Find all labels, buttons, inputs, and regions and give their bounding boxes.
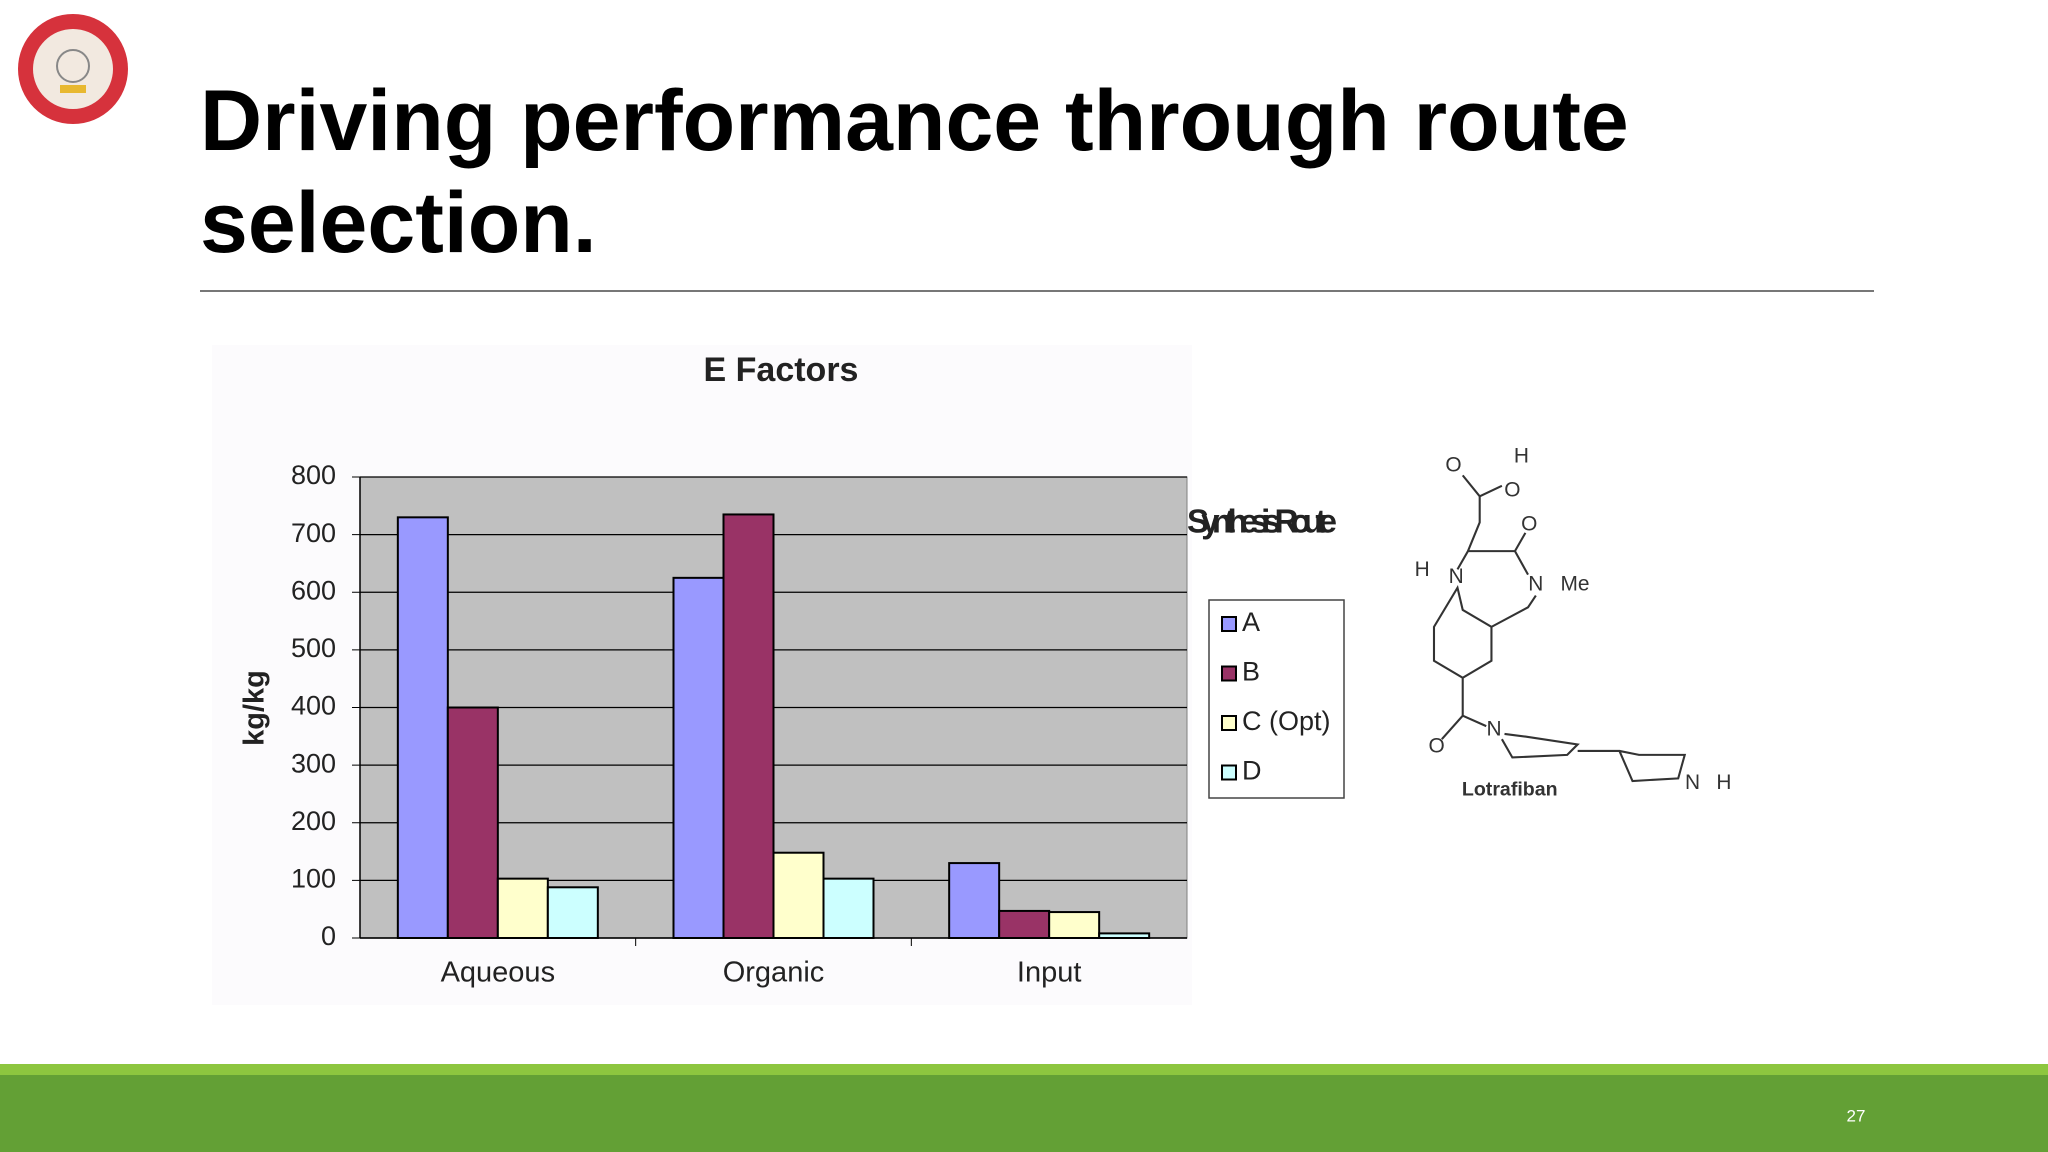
y-tick-label: 100 [291, 864, 336, 894]
legend-title: Synthesis Route [1187, 503, 1337, 540]
bar [998, 909, 1051, 940]
footer-accent [0, 1064, 2048, 1075]
atom-label: H [1716, 771, 1731, 794]
y-tick-label: 0 [321, 921, 336, 951]
footer-bar [0, 1075, 2048, 1152]
x-tick-label: Input [1017, 957, 1082, 989]
atom-label: N [1528, 573, 1543, 596]
atom-label: O [1428, 735, 1444, 758]
legend-label: B [1242, 657, 1260, 687]
bar [496, 877, 549, 939]
bar [1048, 911, 1101, 939]
y-tick-label: 800 [291, 460, 336, 490]
y-tick-label: 700 [291, 518, 336, 548]
y-tick-label: 600 [291, 575, 336, 605]
atom-label: N [1487, 718, 1502, 741]
y-tick-label: 300 [291, 748, 336, 778]
legend-label: C (Opt) [1242, 706, 1331, 736]
bar [396, 516, 449, 940]
atom-label: O [1521, 513, 1537, 536]
atom-label: Me [1561, 573, 1590, 596]
logo [18, 14, 128, 124]
atom-label: N [1685, 771, 1700, 794]
legend-swatch [1221, 764, 1237, 781]
slide-title: Driving performance through route select… [200, 73, 1629, 271]
legend-label: A [1242, 607, 1260, 637]
legend-swatch [1221, 715, 1237, 731]
y-tick-label: 200 [291, 806, 336, 836]
bar [722, 513, 775, 939]
atom-label: N [1449, 565, 1464, 588]
legend-swatch [1221, 665, 1237, 682]
legend-swatch [1221, 616, 1237, 632]
y-tick-label: 400 [291, 691, 336, 721]
y-axis-label: kg/kg [239, 670, 271, 746]
bar [1098, 932, 1151, 940]
molecule-name: Lotrafiban [1462, 778, 1558, 800]
atom-label: O [1445, 454, 1461, 477]
x-tick-label: Organic [723, 957, 825, 989]
atom-label: H [1514, 445, 1529, 468]
bar [822, 877, 875, 939]
x-tick-label: Aqueous [441, 957, 556, 989]
bar [772, 851, 825, 940]
atom-label: H [1415, 558, 1430, 581]
bar [672, 576, 725, 939]
page-number: 27 [1847, 1106, 1866, 1125]
bar [948, 862, 1001, 940]
atom-label: O [1504, 479, 1520, 502]
bar [446, 706, 499, 939]
chart-title: E Factors [704, 351, 859, 389]
y-tick-label: 500 [291, 633, 336, 663]
bar [546, 886, 599, 939]
legend-label: D [1242, 756, 1262, 786]
